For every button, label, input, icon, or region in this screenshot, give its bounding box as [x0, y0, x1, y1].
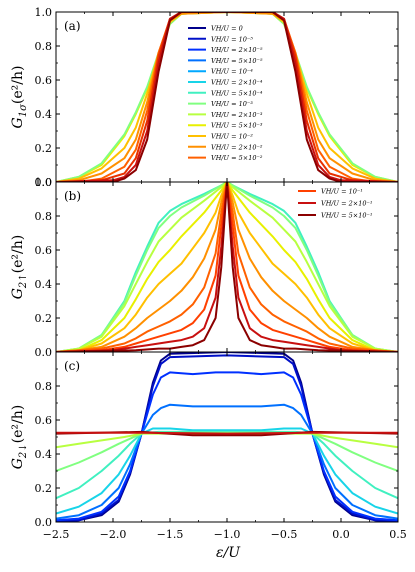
legend-label: VH/U = 10⁻⁵	[211, 35, 253, 43]
y-tick-label: 0.8	[35, 40, 53, 53]
legend-label: VH/U = 10⁻³	[211, 100, 253, 108]
legend-label: VH/U = 2×10⁻²	[211, 143, 263, 151]
series-line-0	[56, 352, 398, 522]
y-tick-label: 0.8	[35, 380, 53, 393]
x-tick-label: −2.0	[100, 528, 127, 541]
legend: VH/U = 10⁻¹ VH/U = 2×10⁻¹ VH/U = 5×10⁻¹	[298, 188, 373, 220]
legend-label: VH/U = 2×10⁻³	[211, 111, 263, 119]
series-line-8	[56, 182, 398, 352]
y-tick-label: 0.6	[35, 74, 53, 87]
y-tick-label: 0.6	[35, 414, 53, 427]
series-line-4	[56, 427, 398, 515]
x-tick-label: −1.5	[157, 528, 184, 541]
x-tick-label: −2.5	[43, 528, 70, 541]
y-axis-label: G1σ(e²/h)	[10, 66, 29, 129]
legend-label: VH/U = 10⁻⁴	[211, 68, 253, 76]
series-line-6	[56, 182, 398, 352]
legend-label: VH/U = 10⁻²	[211, 133, 253, 141]
legend-label: VH/U = 2×10⁻⁵	[211, 46, 263, 54]
legend-label: VH/U = 5×10⁻²	[211, 154, 263, 162]
series-line-3	[56, 182, 398, 352]
series-line-7	[56, 182, 398, 352]
panel-a: 0.00.20.40.60.81.0(a)G1σ(e²/h)VH/U = 0VH…	[10, 6, 399, 189]
x-tick-label: −0.5	[271, 528, 298, 541]
legend-label: VH/U = 0	[211, 25, 243, 33]
y-tick-label: 0.0	[35, 516, 53, 529]
x-tick-label: 0.0	[332, 528, 350, 541]
y-tick-label: 0.4	[35, 278, 53, 291]
series-line-5	[56, 12, 398, 182]
series-line-3	[56, 403, 398, 520]
panels-group: 0.00.20.40.60.81.0(a)G1σ(e²/h)VH/U = 0VH…	[10, 6, 399, 529]
series-line-0	[56, 12, 398, 182]
y-tick-label: 1.0	[35, 6, 53, 19]
panel-c: 0.0 0.2 0.4 0.6 0.8 (c) G2↓(e²/h)	[10, 351, 399, 529]
y-tick-label: 0.4	[35, 108, 53, 121]
legend-label: VH/U = 2×10⁻⁴	[211, 79, 263, 87]
x-axis-label: ε/U	[216, 545, 241, 561]
series-line-4	[56, 12, 398, 182]
panel-label: (b)	[64, 189, 81, 203]
series-line-5	[56, 182, 398, 352]
y-tick-label: 0.2	[35, 312, 53, 325]
series-line-6	[56, 12, 398, 182]
series-line-4	[56, 182, 398, 352]
y-tick-label: 1.0	[35, 176, 53, 189]
panel-label: (c)	[64, 359, 80, 373]
panel-label: (a)	[64, 19, 81, 33]
legend: VH/U = 0 VH/U = 10⁻⁵ VH/U = 2×10⁻⁵ VH/U = 5…	[188, 25, 263, 162]
y-tick-label: 0.0	[35, 176, 53, 189]
series-group	[56, 182, 398, 352]
legend-label: VH/U = 5×10⁻⁴	[211, 89, 263, 97]
axes-frame	[55, 351, 399, 523]
y-tick-label: 0.2	[35, 482, 53, 495]
legend-label: VH/U = 10⁻¹	[321, 188, 363, 196]
series-line-2	[56, 371, 398, 522]
y-tick-label: 0.0	[35, 346, 53, 359]
legend-label: VH/U = 2×10⁻¹	[321, 200, 373, 208]
series-line-1	[56, 182, 398, 352]
series-line-1	[56, 12, 398, 182]
y-axis-label: G2↓(e²/h)	[10, 405, 29, 470]
y-tick-label: 0.6	[35, 244, 53, 257]
legend-label: VH/U = 5×10⁻³	[211, 122, 263, 130]
series-line-0	[56, 182, 398, 352]
legend-label: VH/U = 5×10⁻⁵	[211, 57, 263, 65]
x-tick-label: 0.5	[389, 528, 407, 541]
x-tick-labels: −2.5 −2.0 −1.5 −1.0 −0.5 0.0 0.5	[43, 528, 407, 541]
y-tick-label: 0.2	[35, 142, 53, 155]
series-line-9	[56, 431, 398, 435]
y-tick-label: 0.4	[35, 448, 53, 461]
series-line-2	[56, 12, 398, 182]
y-tick-label: 0.8	[35, 210, 53, 223]
series-line-2	[56, 182, 398, 352]
series-line-7	[56, 12, 398, 182]
series-group	[56, 352, 398, 522]
y-axis-label: G2↑(e²/h)	[10, 235, 29, 300]
series-line-3	[56, 12, 398, 182]
series-group	[56, 12, 398, 182]
panel-b: 0.0 0.2 0.4 0.6 0.8 1.0 (b) G2↑(e²/h) VH/U = 10⁻…	[10, 176, 399, 359]
x-tick-label: −1.0	[214, 528, 241, 541]
legend-label: VH/U = 5×10⁻¹	[321, 212, 373, 220]
